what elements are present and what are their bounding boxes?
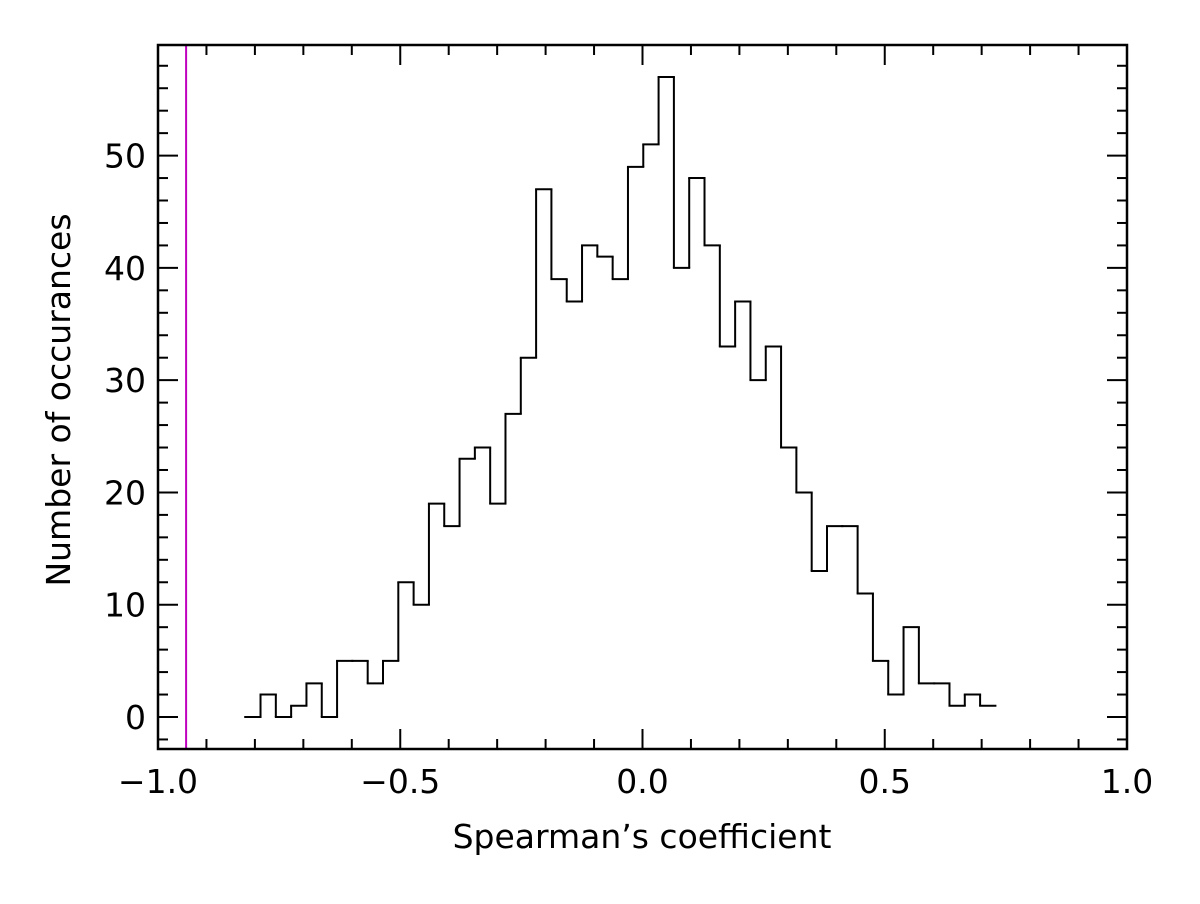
y-tick-label: 50: [104, 137, 146, 176]
x-tick-label: −1.0: [118, 762, 198, 801]
y-axis-label: Number of occurances: [39, 213, 78, 586]
x-tick-label: 0.5: [859, 762, 911, 801]
x-tick-label: 0.0: [616, 762, 668, 801]
y-tick-label: 10: [104, 586, 146, 625]
plot-frame: [156, 43, 1129, 751]
x-tick-label: 1.0: [1101, 762, 1153, 801]
y-tick-label: 30: [104, 361, 146, 400]
y-tick-label: 40: [104, 249, 146, 288]
x-axis-label: Spearman’s coefficient: [453, 817, 832, 856]
y-tick-label: 20: [104, 473, 146, 512]
x-tick-label: −0.5: [360, 762, 440, 801]
y-tick-label: 0: [125, 698, 146, 737]
